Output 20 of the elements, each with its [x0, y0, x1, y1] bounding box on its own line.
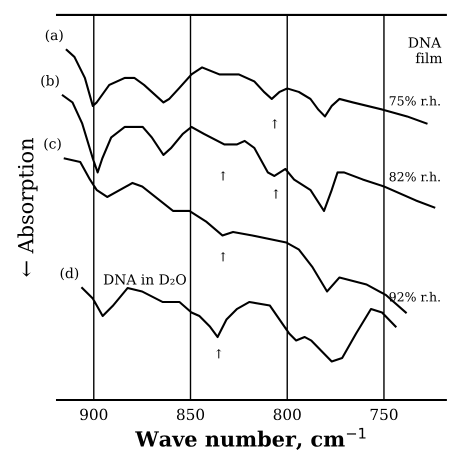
annotation: ↑: [220, 252, 226, 262]
x-tick-label: 750: [370, 408, 398, 420]
x-tick-label: 850: [176, 408, 204, 420]
series-label: (b): [41, 74, 59, 88]
x-tick-label: 900: [80, 408, 108, 420]
annotation: ↑: [220, 171, 226, 180]
y-axis-title: ← Absorption: [17, 138, 38, 277]
annotation: DNA in D₂O: [104, 274, 186, 285]
annotation: ↑: [272, 119, 278, 129]
series-label: (c): [44, 138, 61, 151]
annotation: ↑: [273, 189, 278, 199]
annotation: 92% r.h.: [389, 292, 440, 302]
series-label: (d): [60, 268, 78, 280]
x-axis-title: Wave number, cm$^{−1}$: [135, 428, 366, 450]
x-tick-label: 800: [274, 408, 301, 420]
annotation: DNA film: [408, 37, 442, 64]
annotation: 82% r.h.: [390, 172, 440, 182]
series-label: (a): [46, 29, 63, 42]
annotation: 75% r.h.: [390, 96, 440, 106]
annotation: ↑: [216, 349, 222, 358]
